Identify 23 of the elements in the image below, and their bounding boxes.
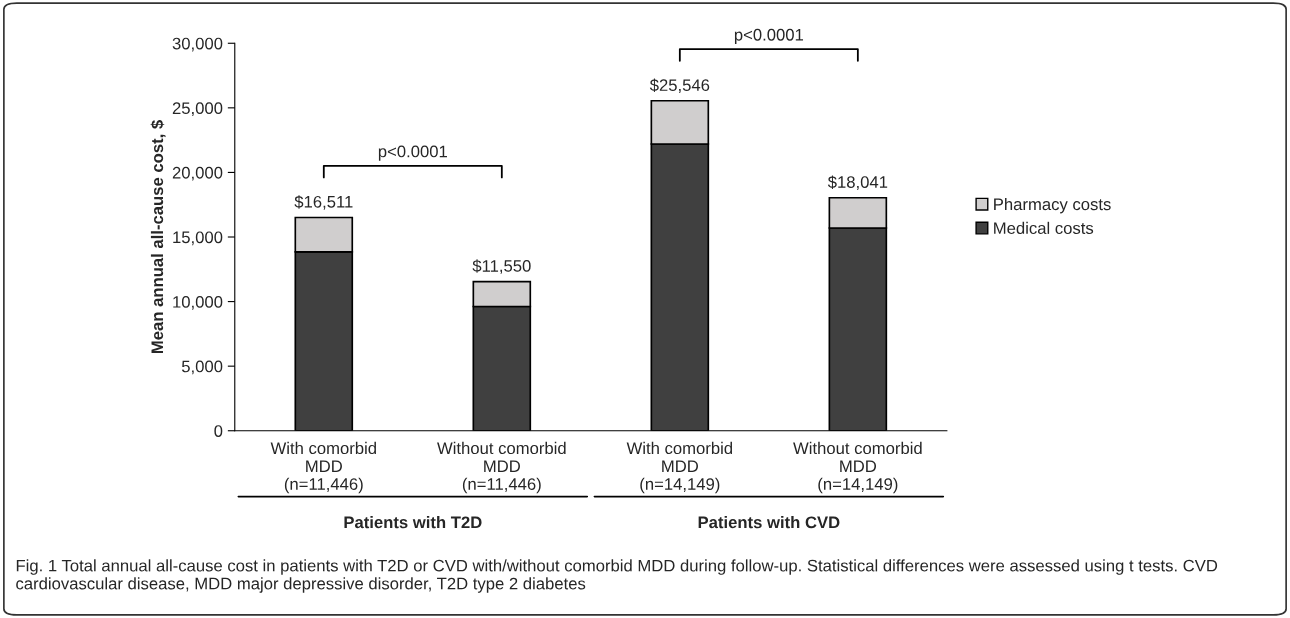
text: Patients with T2D	[344, 515, 482, 529]
y-tick-label: 10,000	[173, 295, 223, 310]
annotation: p<0.0001	[734, 28, 804, 44]
x-tick-label: Without comorbid MDD (n=14,149)	[793, 441, 922, 494]
total-label: $25,546	[649, 78, 710, 94]
annotation: p<0.0001	[378, 145, 447, 161]
text: Patients with CVD	[698, 515, 840, 529]
y-tick-label: 5,000	[181, 360, 223, 375]
legend-label: Medical costs	[994, 221, 1094, 235]
caption: Fig. 1 Total annual all-cause cost in patients with T2D or CVD with/without comorbid MDD during follow-up. Statistical differences were assessed using t tests. CVD cardiovascular disease, MDD major depressive disorder, T2D type 2 diabetes	[16, 559, 1218, 593]
y-tick-label: 25,000	[172, 102, 223, 117]
total-label: $16,511	[294, 195, 353, 210]
total-label: $18,041	[827, 175, 888, 190]
y-tick-label: 15,000	[173, 231, 223, 246]
y-tick-label: 20,000	[172, 166, 223, 181]
x-tick-label: Without comorbid MDD (n=11,446)	[437, 441, 566, 494]
legend-label: Pharmacy costs	[994, 197, 1111, 214]
y-tick-label: 0	[214, 425, 223, 437]
x-tick-label: With comorbid MDD (n=11,446)	[270, 441, 376, 494]
total-label: $11,550	[472, 259, 531, 274]
y-axis-title: Mean annual all-cause cost, $	[150, 120, 166, 354]
y-tick-label: 30,000	[172, 37, 223, 52]
x-tick-label: With comorbid MDD (n=14,149)	[626, 441, 733, 494]
